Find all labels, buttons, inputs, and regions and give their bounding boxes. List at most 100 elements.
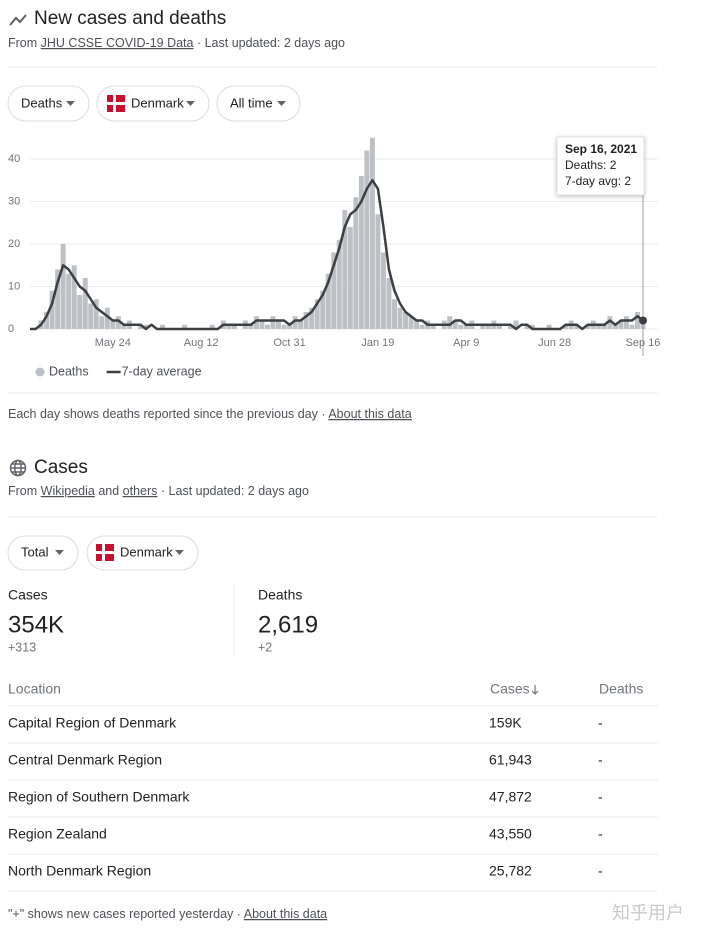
svg-text:354K: 354K	[8, 611, 64, 638]
bar	[574, 324, 580, 329]
table-cell: North Denmark Region	[8, 863, 151, 879]
filter-chip[interactable]: Total	[7, 535, 79, 571]
table-cell: -	[598, 863, 603, 879]
x-tick-label: Jun 28	[538, 337, 571, 349]
x-tick-label: Aug 12	[184, 337, 219, 349]
bar	[585, 324, 591, 329]
filter-chip[interactable]: Denmark	[96, 85, 210, 122]
about-link[interactable]: About this data	[244, 907, 327, 921]
x-tick-label: Oct 31	[273, 337, 305, 349]
svg-text:All time: All time	[230, 95, 273, 110]
svg-text:Deaths: Deaths	[21, 95, 63, 110]
bar	[248, 324, 254, 329]
bar	[358, 176, 364, 329]
table-cell: Region of Southern Denmark	[8, 789, 190, 805]
column-header[interactable]: Location	[8, 681, 61, 697]
svg-text:2,619: 2,619	[258, 611, 318, 638]
tooltip: Sep 16, 2021 Deaths: 2 7-day avg: 2	[556, 136, 645, 196]
bar	[259, 320, 265, 329]
bar	[452, 320, 458, 329]
x-tick-label: May 24	[95, 337, 131, 349]
bar	[530, 324, 536, 329]
bar	[231, 324, 237, 329]
bar	[44, 312, 50, 329]
bar	[524, 324, 530, 329]
bar	[618, 320, 624, 329]
bar	[397, 307, 403, 329]
table-cell: -	[598, 826, 603, 842]
bar	[49, 290, 55, 329]
bar	[209, 324, 215, 329]
source-link[interactable]: Wikipedia	[41, 484, 95, 498]
bar	[281, 324, 287, 329]
bar	[99, 316, 105, 329]
trend-icon	[9, 14, 27, 26]
svg-text:+2: +2	[258, 640, 272, 654]
bar	[463, 324, 469, 329]
source-line: From JHU CSSE COVID-19 Data · Last updat…	[8, 36, 345, 50]
legend: Deaths 7-day average	[35, 364, 202, 378]
bar	[60, 244, 66, 329]
column-header[interactable]: Cases	[490, 681, 530, 697]
bar	[264, 324, 270, 329]
bar	[325, 273, 331, 329]
bar	[623, 316, 629, 329]
bar	[320, 290, 326, 329]
source-line: From Wikipedia and others · Last updated…	[8, 484, 309, 498]
bar	[414, 320, 420, 329]
y-tick-label: 10	[8, 280, 20, 292]
bar	[298, 320, 304, 329]
bar	[336, 239, 342, 329]
bar	[270, 316, 276, 329]
stat: Deaths 2,619 +2	[258, 587, 318, 655]
table: Location Cases Deaths Capital Region of …	[8, 681, 658, 892]
sort-arrow	[531, 685, 539, 695]
bar	[160, 324, 166, 329]
table-cell: -	[598, 789, 603, 805]
bar	[386, 278, 392, 329]
watermark: 知乎用户	[612, 903, 684, 923]
bar	[607, 316, 613, 329]
bar	[115, 316, 121, 329]
bar	[137, 324, 143, 329]
about-link[interactable]: About this data	[328, 407, 411, 421]
y-tick-label: 20	[8, 238, 20, 250]
filter-chip[interactable]: All time	[216, 85, 301, 122]
bar	[419, 324, 425, 329]
table-cell: Region Zealand	[8, 826, 107, 842]
tooltip-date: Sep 16, 2021	[565, 142, 637, 156]
bar	[430, 324, 436, 329]
bar	[612, 324, 618, 329]
table-cell: Capital Region of Denmark	[8, 715, 177, 731]
bar	[226, 324, 232, 329]
source-link[interactable]: JHU CSSE COVID-19 Data	[41, 36, 194, 50]
column-header[interactable]: Deaths	[599, 681, 643, 697]
bar	[347, 227, 353, 329]
bar	[314, 299, 320, 329]
bar	[331, 252, 337, 329]
table-cell: -	[598, 752, 603, 768]
bar	[513, 320, 519, 329]
table-cell: Central Denmark Region	[8, 752, 162, 768]
bar	[104, 307, 110, 329]
bar	[121, 324, 127, 329]
bar	[303, 312, 309, 329]
bar	[342, 210, 348, 329]
bar	[629, 324, 635, 329]
bar	[408, 316, 414, 329]
bar	[77, 295, 83, 329]
y-tick-label: 40	[8, 153, 20, 165]
svg-text:Denmark: Denmark	[120, 544, 173, 559]
bar	[71, 265, 77, 329]
bar	[507, 324, 513, 329]
bar	[143, 324, 149, 329]
filter-chip[interactable]: Deaths	[7, 85, 90, 122]
bar	[375, 214, 381, 329]
legend-symbol	[35, 367, 45, 377]
y-tick-label: 0	[8, 323, 14, 335]
svg-text:Deaths: Deaths	[258, 587, 302, 603]
bar	[634, 312, 640, 329]
filter-chip[interactable]: Denmark	[86, 535, 199, 571]
source-link[interactable]: others	[123, 484, 158, 498]
